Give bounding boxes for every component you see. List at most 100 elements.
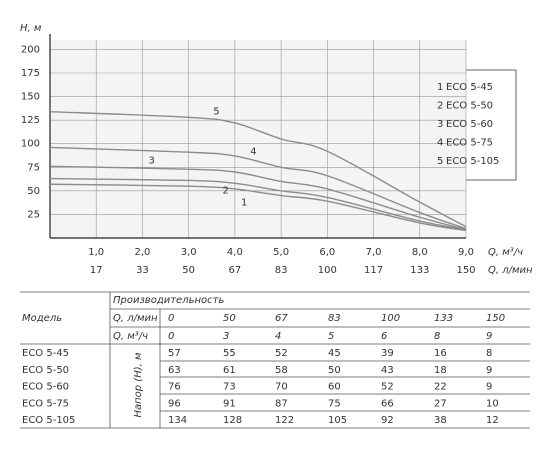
curve-label: 3: [149, 155, 155, 166]
head-cell: 92: [381, 415, 394, 426]
head-cell: 105: [328, 415, 347, 426]
y-tick-label: 100: [21, 139, 40, 150]
head-cell: 38: [434, 415, 447, 426]
head-cell: 73: [223, 382, 236, 393]
x2-tick-label: 117: [364, 265, 383, 276]
plot-area: [50, 40, 466, 238]
legend-label: 2: [437, 101, 443, 112]
head-cell: 12: [486, 415, 499, 426]
model-cell: ECO 5-45: [22, 348, 69, 359]
legend-label: 3: [437, 119, 443, 130]
x2-tick-label: 17: [90, 265, 103, 276]
flow-lmin-cell: 150: [486, 313, 505, 324]
head-cell: 43: [381, 365, 394, 376]
x-tick-label: 4,0: [227, 247, 243, 258]
x2-tick-label: 33: [136, 265, 149, 276]
flow-lmin-cell: 0: [168, 313, 174, 324]
head-cell: 60: [328, 382, 341, 393]
model-cell: ECO 5-60: [22, 382, 69, 393]
head-cell: 75: [328, 398, 341, 409]
curve-label: 1: [241, 197, 247, 208]
model-cell: ECO 5-105: [22, 415, 75, 426]
x2-tick-label: 50: [182, 265, 195, 276]
flow-lmin-cell: 133: [434, 313, 453, 324]
flow-m3h-label: Q, м³/ч: [113, 331, 148, 342]
flow-m3h-cell: 8: [434, 331, 440, 342]
legend-label: 1: [437, 82, 443, 93]
flow-m3h-cell: 0: [168, 331, 174, 342]
y-tick-label: 125: [21, 115, 40, 126]
y-tick-label: 50: [27, 186, 40, 197]
x2-tick-label: 133: [410, 265, 429, 276]
flow-lmin-cell: 67: [275, 313, 288, 324]
model-cell: ECO 5-75: [22, 398, 69, 409]
x-tick-label: 5,0: [273, 247, 289, 258]
head-label: Напор (H), м: [133, 352, 144, 418]
flow-m3h-cell: 6: [381, 331, 387, 342]
curve: [49, 183, 467, 232]
flow-m3h-cell: 9: [486, 331, 492, 342]
y-tick-label: 150: [21, 92, 40, 103]
curve: [49, 177, 467, 231]
legend-label: 5: [437, 156, 443, 167]
model-header: Модель: [22, 313, 62, 324]
flow-lmin-cell: 50: [223, 313, 236, 324]
head-cell: 58: [275, 365, 288, 376]
curve: [49, 146, 467, 230]
head-cell: 27: [434, 398, 447, 409]
head-cell: 70: [275, 382, 288, 393]
legend-name: ECO 5-60: [446, 119, 493, 130]
y-tick-label: 25: [27, 209, 40, 220]
legend-name: ECO 5-75: [446, 138, 493, 149]
flow-m3h-cell: 5: [328, 331, 334, 342]
head-cell: 52: [381, 382, 394, 393]
head-cell: 63: [168, 365, 181, 376]
legend-name: ECO 5-45: [446, 82, 493, 93]
flow-m3h-cell: 4: [275, 331, 281, 342]
legend-label: 4: [437, 138, 443, 149]
x2-tick-label: 100: [318, 265, 337, 276]
flow-lmin-cell: 100: [381, 313, 400, 324]
head-cell: 96: [168, 398, 181, 409]
head-cell: 22: [434, 382, 447, 393]
head-cell: 61: [223, 365, 236, 376]
flow-lmin-cell: 83: [328, 313, 341, 324]
head-cell: 50: [328, 365, 341, 376]
head-cell: 10: [486, 398, 499, 409]
head-cell: 76: [168, 382, 181, 393]
curve-label: 5: [213, 107, 219, 118]
model-cell: ECO 5-50: [22, 365, 69, 376]
y-axis-label: H, м: [20, 23, 42, 34]
head-cell: 128: [223, 415, 242, 426]
head-cell: 55: [223, 348, 236, 359]
legend-name: ECO 5-50: [446, 101, 493, 112]
head-cell: 16: [434, 348, 447, 359]
x-tick-label: 8,0: [412, 247, 428, 258]
curve: [49, 110, 467, 228]
head-cell: 8: [486, 348, 492, 359]
head-cell: 66: [381, 398, 394, 409]
legend-name: ECO 5-105: [446, 156, 499, 167]
curve: [49, 165, 467, 231]
head-cell: 87: [275, 398, 288, 409]
head-cell: 134: [168, 415, 187, 426]
curve-label: 2: [222, 186, 228, 197]
y-tick-label: 200: [21, 44, 40, 55]
x2-axis-label: Q, л/мин: [488, 265, 533, 276]
head-cell: 122: [275, 415, 294, 426]
x-tick-label: 9,0: [458, 247, 474, 258]
x-tick-label: 2,0: [134, 247, 150, 258]
head-cell: 9: [486, 382, 492, 393]
flow-lmin-label: Q, л/мин: [113, 313, 158, 324]
perf-header: Производительность: [113, 295, 224, 306]
y-tick-label: 75: [27, 162, 40, 173]
head-cell: 9: [486, 365, 492, 376]
head-cell: 57: [168, 348, 181, 359]
x-axis-label: Q, м³/ч: [488, 247, 523, 258]
x2-tick-label: 67: [229, 265, 242, 276]
y-tick-label: 175: [21, 68, 40, 79]
curve-label: 4: [250, 146, 256, 157]
flow-m3h-cell: 3: [223, 331, 229, 342]
x-tick-label: 7,0: [366, 247, 382, 258]
